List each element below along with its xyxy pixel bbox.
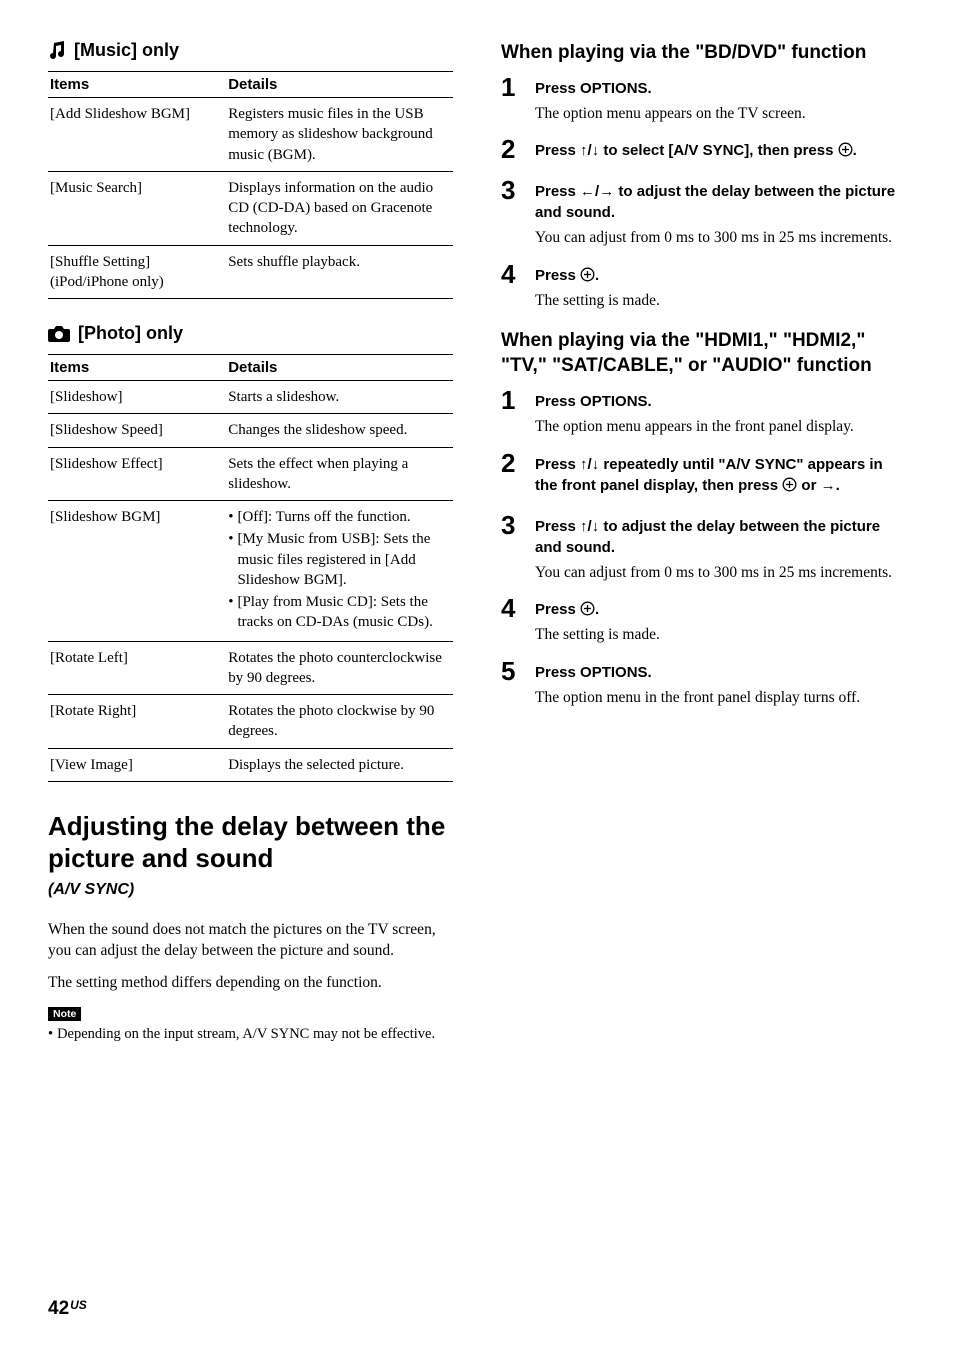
col-details: Details [226,72,453,98]
bullet-dot: • [48,1025,53,1045]
step-description: You can adjust from 0 ms to 300 ms in 25… [535,562,906,584]
step: 4 Press . The setting is made. [501,261,906,312]
table-row-detail: Changes the slideshow speed. [226,414,453,447]
delay-heading: Adjusting the delay between the picture … [48,810,453,875]
table-row-detail: Displays the selected picture. [226,748,453,781]
step: 3 Press ←/→ to adjust the delay between t… [501,177,906,249]
table-row-detail: Rotates the photo counterclockwise by 90… [226,641,453,695]
step-instruction: Press OPTIONS. [535,662,906,683]
step-number: 3 [501,177,521,249]
note-text: Depending on the input stream, A/V SYNC … [57,1025,435,1045]
step-description: The option menu appears in the front pan… [535,416,906,438]
delay-sub: (A/V SYNC) [48,881,453,899]
table-row-item: [Shuffle Setting] (iPod/iPhone only) [48,245,226,299]
delay-para2: The setting method differs depending on … [48,972,453,994]
photo-icon [48,325,70,343]
step-instruction: Press . [535,599,906,620]
step-number: 1 [501,387,521,438]
right-column: When playing via the "BD/DVD" function 1… [501,40,906,1044]
table-row-item: [View Image] [48,748,226,781]
step-number: 4 [501,261,521,312]
step: 3 Press ↑/↓ to adjust the delay between t… [501,512,906,584]
table-row-detail: Displays information on the audio CD (CD… [226,171,453,245]
step-description: The option menu appears on the TV screen… [535,103,906,125]
bddvd-heading: When playing via the "BD/DVD" function [501,40,906,66]
step-instruction: Press ↑/↓ to adjust the delay between th… [535,516,906,558]
table-row-item: [Rotate Left] [48,641,226,695]
page-num-val: 42 [48,1298,69,1319]
page-sup: US [70,1298,87,1312]
music-section-heading: [Music] only [48,40,453,61]
hdmi-heading: When playing via the "HDMI1," "HDMI2," "… [501,328,906,379]
step: 2 Press ↑/↓ repeatedly until "A/V SYNC" a… [501,450,906,500]
step-instruction: Press . [535,265,906,286]
music-icon [48,41,66,61]
table-row-detail: •[Off]: Turns off the function.•[My Musi… [226,501,453,642]
page-number: 42US [48,1298,87,1320]
step-instruction: Press OPTIONS. [535,78,906,99]
list-item: •[Off]: Turns off the function. [228,507,451,527]
table-row-item: [Slideshow BGM] [48,501,226,642]
step-instruction: Press OPTIONS. [535,391,906,412]
note-label: Note [48,1007,81,1021]
step-description: You can adjust from 0 ms to 300 ms in 25… [535,227,906,249]
table-row-item: [Add Slideshow BGM] [48,98,226,172]
step: 1 Press OPTIONS. The option menu appears o… [501,74,906,125]
step: 5 Press OPTIONS. The option menu in the fr… [501,658,906,709]
step-number: 3 [501,512,521,584]
step-description: The option menu in the front panel displ… [535,687,906,709]
step-number: 2 [501,136,521,165]
photo-heading-text: [Photo] only [78,323,183,344]
delay-para1: When the sound does not match the pictur… [48,919,453,962]
table-row-detail: Sets shuffle playback. [226,245,453,299]
step-number: 4 [501,595,521,646]
table-row-item: [Music Search] [48,171,226,245]
note-item: • Depending on the input stream, A/V SYN… [48,1025,453,1045]
music-table: Items Details [Add Slideshow BGM]Registe… [48,71,453,299]
step-instruction: Press ↑/↓ to select [A/V SYNC], then pre… [535,140,906,161]
col-items: Items [48,72,226,98]
step: 1 Press OPTIONS. The option menu appears i… [501,387,906,438]
table-row-item: [Slideshow Speed] [48,414,226,447]
step-instruction: Press ↑/↓ repeatedly until "A/V SYNC" ap… [535,454,906,496]
table-row-detail: Registers music files in the USB memory … [226,98,453,172]
photo-table: Items Details [Slideshow]Starts a slides… [48,354,453,782]
step-number: 1 [501,74,521,125]
step-description: The setting is made. [535,290,906,312]
table-row-detail: Sets the effect when playing a slideshow… [226,447,453,501]
photo-section-heading: [Photo] only [48,323,453,344]
table-row-item: [Rotate Right] [48,695,226,749]
table-row-item: [Slideshow] [48,381,226,414]
music-heading-text: [Music] only [74,40,179,61]
table-row-detail: Starts a slideshow. [226,381,453,414]
step-number: 5 [501,658,521,709]
list-item: •[My Music from USB]: Sets the music fil… [228,529,451,590]
step: 4 Press . The setting is made. [501,595,906,646]
step-instruction: Press ←/→ to adjust the delay between th… [535,181,906,223]
step-description: The setting is made. [535,624,906,646]
step-number: 2 [501,450,521,500]
col-details: Details [226,355,453,381]
step: 2 Press ↑/↓ to select [A/V SYNC], then pr… [501,136,906,165]
col-items: Items [48,355,226,381]
list-item: •[Play from Music CD]: Sets the tracks o… [228,592,451,633]
table-row-detail: Rotates the photo clockwise by 90 degree… [226,695,453,749]
left-column: [Music] only Items Details [Add Slidesho… [48,40,453,1044]
table-row-item: [Slideshow Effect] [48,447,226,501]
